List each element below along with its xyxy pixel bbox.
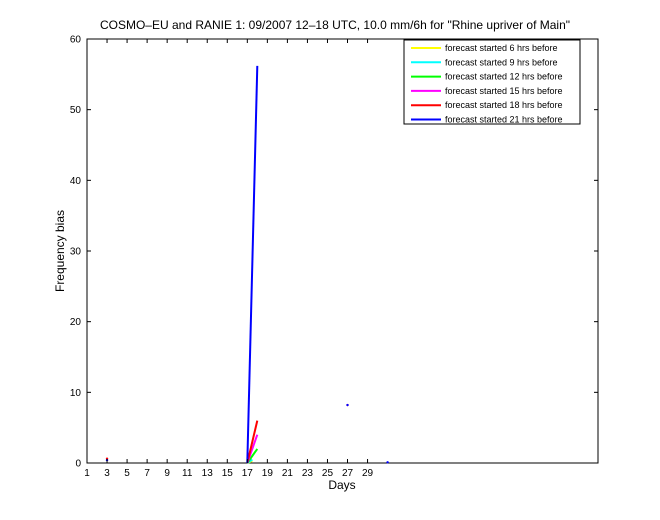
x-tick-label: 25 — [322, 468, 334, 479]
y-tick-label: 10 — [70, 388, 82, 399]
legend-label: forecast started 6 hrs before — [445, 43, 558, 53]
x-tick-label: 9 — [164, 468, 170, 479]
x-tick-label: 5 — [124, 468, 130, 479]
legend-label: forecast started 12 hrs before — [445, 72, 563, 82]
legend-label: forecast started 15 hrs before — [445, 86, 563, 96]
series-layer — [105, 65, 389, 464]
legend-entries: forecast started 6 hrs before forecast st… — [411, 43, 563, 125]
chart-title: COSMO–EU and RANIE 1: 09/2007 12–18 UTC,… — [100, 18, 570, 32]
x-axis-label: Days — [328, 478, 355, 492]
y-tick-label: 20 — [70, 317, 82, 328]
series-line-4 — [246, 420, 259, 464]
y-tick-label: 60 — [70, 35, 82, 46]
legend-box — [403, 39, 581, 125]
y-axis: 0 10 20 30 40 50 60 — [70, 35, 598, 470]
x-tick-label: 15 — [222, 468, 234, 479]
y-axis-label: Frequency bias — [53, 210, 67, 292]
series-line-5 — [246, 65, 259, 464]
x-tick-label: 23 — [302, 468, 314, 479]
series-point-5 — [386, 461, 389, 464]
x-tick-label: 17 — [242, 468, 254, 479]
x-tick-label: 21 — [282, 468, 294, 479]
legend: forecast started 6 hrs before forecast st… — [403, 39, 581, 125]
x-tick-label: 3 — [104, 468, 110, 479]
x-tick-label: 1 — [84, 468, 90, 479]
legend-label: forecast started 18 hrs before — [445, 100, 563, 110]
series-point-5 — [346, 403, 349, 407]
legend-label: forecast started 21 hrs before — [445, 115, 563, 125]
x-tick-label: 27 — [342, 468, 354, 479]
y-tick-label: 30 — [70, 247, 82, 258]
y-tick-label: 40 — [70, 176, 82, 187]
x-tick-label: 29 — [362, 468, 374, 479]
x-tick-label: 11 — [182, 468, 193, 479]
y-tick-label: 0 — [75, 459, 81, 470]
x-axis: 1 3 5 7 9 11 13 15 17 19 21 23 25 27 29 — [84, 39, 374, 479]
x-tick-label: 19 — [262, 468, 274, 479]
x-tick-label: 13 — [202, 468, 214, 479]
legend-label: forecast started 9 hrs before — [445, 57, 558, 67]
y-tick-label: 50 — [70, 105, 82, 116]
x-tick-label: 7 — [144, 468, 150, 479]
